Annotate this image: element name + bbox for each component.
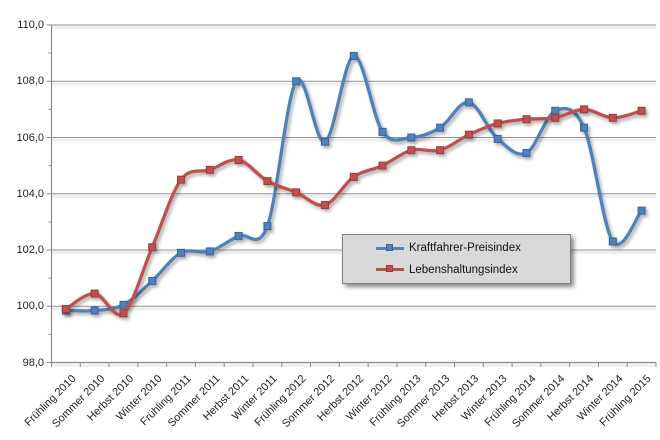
data-point-square-marker [234,231,243,240]
data-point-square-marker [320,137,329,146]
data-point-square-marker [177,175,186,184]
data-point-square-marker [177,248,186,257]
data-point-square-marker [493,119,502,128]
data-point-square-marker [407,146,416,155]
data-point-square-marker [493,134,502,143]
data-point-square-marker [551,106,560,115]
data-point-square-marker [205,247,214,256]
legend-item-lebenshaltungsindex: Lebenshaltungsindex [343,262,570,278]
data-point-square-marker [637,106,646,115]
data-point-square-marker [292,77,301,86]
data-point-square-marker [205,165,214,174]
data-point-square-marker [320,201,329,209]
y-tick-label: 106,0 [16,131,44,144]
data-point-square-marker [522,115,531,124]
data-point-square-marker [436,146,445,155]
data-point-square-marker [637,206,646,215]
legend-item-kraftfahrer-preisindex: Kraftfahrer-Preisindex [343,240,570,256]
legend-square-marker-icon [386,265,393,273]
data-point-square-marker [378,161,387,170]
series-kraftfahrer-preisindex [61,51,646,315]
data-point-square-marker [234,156,243,164]
data-point-square-marker [378,127,387,136]
data-point-square-marker [292,188,301,197]
data-point-square-marker [436,123,445,132]
data-point-square-marker [90,306,99,315]
data-point-square-marker [464,130,473,139]
data-point-square-marker [580,123,589,132]
data-point-square-marker [349,51,358,60]
data-point-square-marker [148,276,157,285]
y-tick-label: 102,0 [16,244,44,256]
data-point-square-marker [522,148,531,157]
legend-square-marker-icon [386,243,393,251]
legend-label: Kraftfahrer-Preisindex [409,242,521,255]
data-point-square-marker [580,105,589,114]
legend-line-sample-red [376,265,404,273]
y-tick-label: 100,0 [16,300,44,313]
legend-label: Lebenshaltungsindex [409,263,518,276]
gridlines [51,24,656,367]
data-point-square-marker [263,177,272,186]
y-tick-label: 104,0 [16,187,44,200]
data-point-square-marker [119,309,128,318]
y-tick-label: 98,0 [22,356,44,369]
legend: Kraftfahrer-Preisindex Lebenshaltungsind… [342,234,571,284]
data-point-square-marker [349,172,358,181]
data-point-square-marker [608,237,617,246]
y-tick-label: 110,0 [17,19,44,31]
data-point-square-marker [464,98,473,107]
data-point-square-marker [90,289,99,298]
series-line [64,54,644,313]
data-point-square-marker [263,222,272,231]
legend-line-sample-blue [376,243,404,251]
data-point-square-marker [551,113,560,122]
data-point-square-marker [148,243,157,252]
axes [46,24,657,367]
series-lebenshaltungsindex [61,105,646,318]
data-point-square-marker [407,133,416,142]
data-point-square-marker [61,305,70,314]
data-point-square-marker [608,113,617,122]
y-tick-label: 108,0 [16,75,44,88]
data-point-square-marker [119,300,128,309]
